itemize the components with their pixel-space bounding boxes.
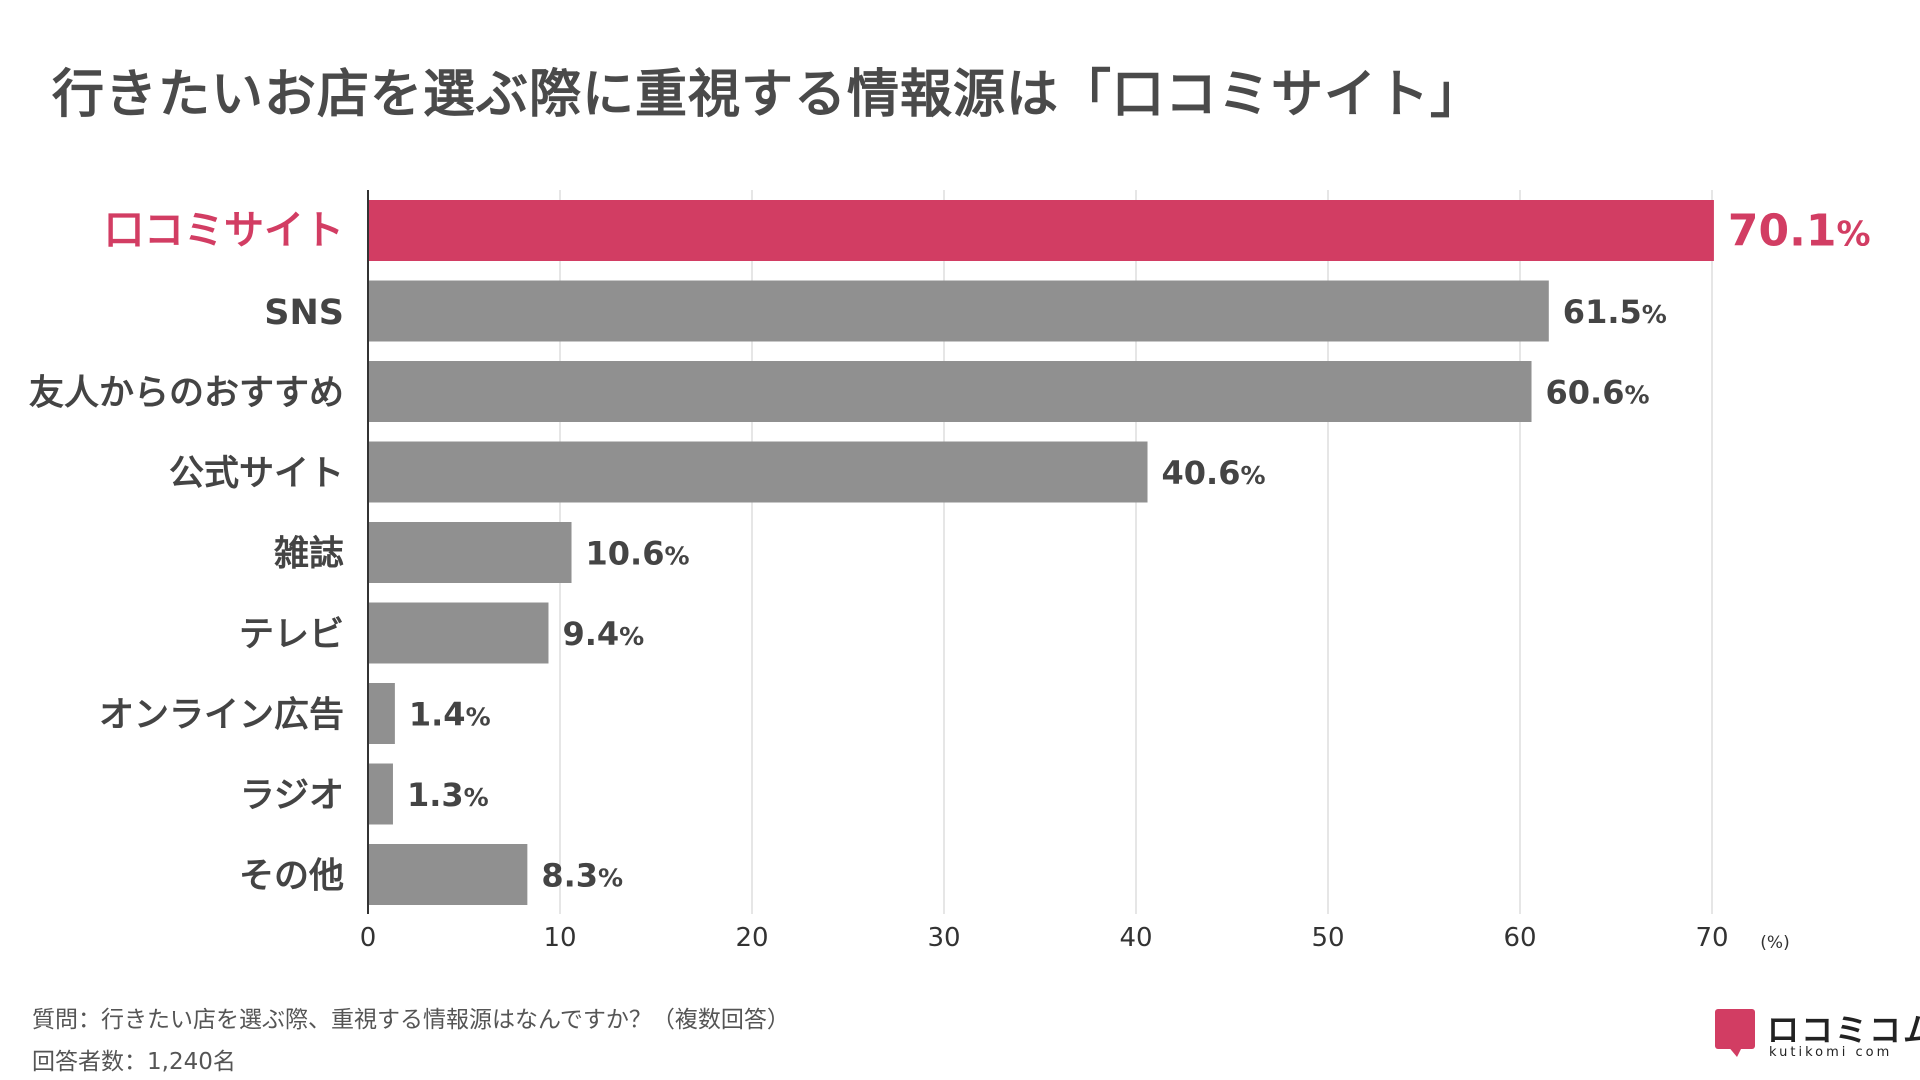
category-label: 口コミサイト xyxy=(104,208,344,254)
chart-title: 行きたいお店を選ぶ際に重視する情報源は「口コミサイト」 xyxy=(52,65,1484,125)
bar-chart: 口コミサイト SNS 友人からのおすすめ公式サイト雑誌テレビオンライン広告ラジオその… xyxy=(29,190,1871,953)
value-label: 40.6% xyxy=(1162,454,1266,492)
x-unit-label: (%) xyxy=(1760,933,1789,953)
x-axis-ticks: 0 10 20 30 40 50 60 70 (%) xyxy=(360,923,1790,953)
value-label: 8.3% xyxy=(541,857,623,895)
category-label: 公式サイト xyxy=(169,454,344,494)
x-tick-label: 50 xyxy=(1311,923,1344,953)
value-label: 1.4% xyxy=(409,696,491,734)
x-tick-label: 20 xyxy=(735,923,768,953)
bar xyxy=(368,683,395,744)
respondents-note: 回答者数：1,240名 xyxy=(32,1049,236,1075)
category-label: テレビ xyxy=(239,615,344,655)
speech-bubble-icon xyxy=(1715,1009,1755,1049)
bar xyxy=(368,441,1148,503)
category-label: その他 xyxy=(239,857,344,897)
x-tick-label: 70 xyxy=(1695,923,1728,953)
bar-highlight xyxy=(368,200,1714,261)
category-label: 雑誌 xyxy=(273,535,344,575)
value-label: 1.3% xyxy=(407,776,489,814)
bar xyxy=(368,844,528,905)
question-note: 質問：行きたい店を選ぶ際、重視する情報源はなんですか？（複数回答） xyxy=(32,1007,790,1033)
bar xyxy=(368,361,1532,422)
bar xyxy=(368,602,549,664)
category-label: ラジオ xyxy=(240,776,344,816)
category-label: オンライン広告 xyxy=(99,696,344,736)
x-tick-label: 10 xyxy=(543,923,576,953)
value-label: 61.5% xyxy=(1563,293,1667,331)
x-tick-label: 40 xyxy=(1119,923,1152,953)
brand-logo: ロコミコム kutikomi com xyxy=(1715,1005,1920,1065)
value-label: 10.6% xyxy=(586,535,690,573)
category-label: 友人からのおすすめ xyxy=(29,374,344,414)
x-tick-label: 0 xyxy=(360,923,377,953)
value-label: 9.4% xyxy=(562,615,644,653)
value-label: 60.6% xyxy=(1546,374,1650,412)
category-label: SNS xyxy=(264,293,344,333)
bar xyxy=(368,280,1549,342)
x-tick-label: 30 xyxy=(927,923,960,953)
x-tick-label: 60 xyxy=(1503,923,1536,953)
value-labels: 70.1% 61.5% 60.6% 40.6% 10.6% 9.4% 1.4% 1.3% 8.3… xyxy=(407,206,1871,895)
bar xyxy=(368,522,572,583)
category-labels: 口コミサイト SNS 友人からのおすすめ公式サイト雑誌テレビオンライン広告ラジオその… xyxy=(29,208,344,897)
logo-name: ロコミコム xyxy=(1767,1011,1920,1049)
logo-subtext: kutikomi com xyxy=(1769,1045,1893,1060)
value-label: 70.1% xyxy=(1728,206,1871,257)
bar xyxy=(368,763,393,825)
bars xyxy=(368,200,1714,905)
